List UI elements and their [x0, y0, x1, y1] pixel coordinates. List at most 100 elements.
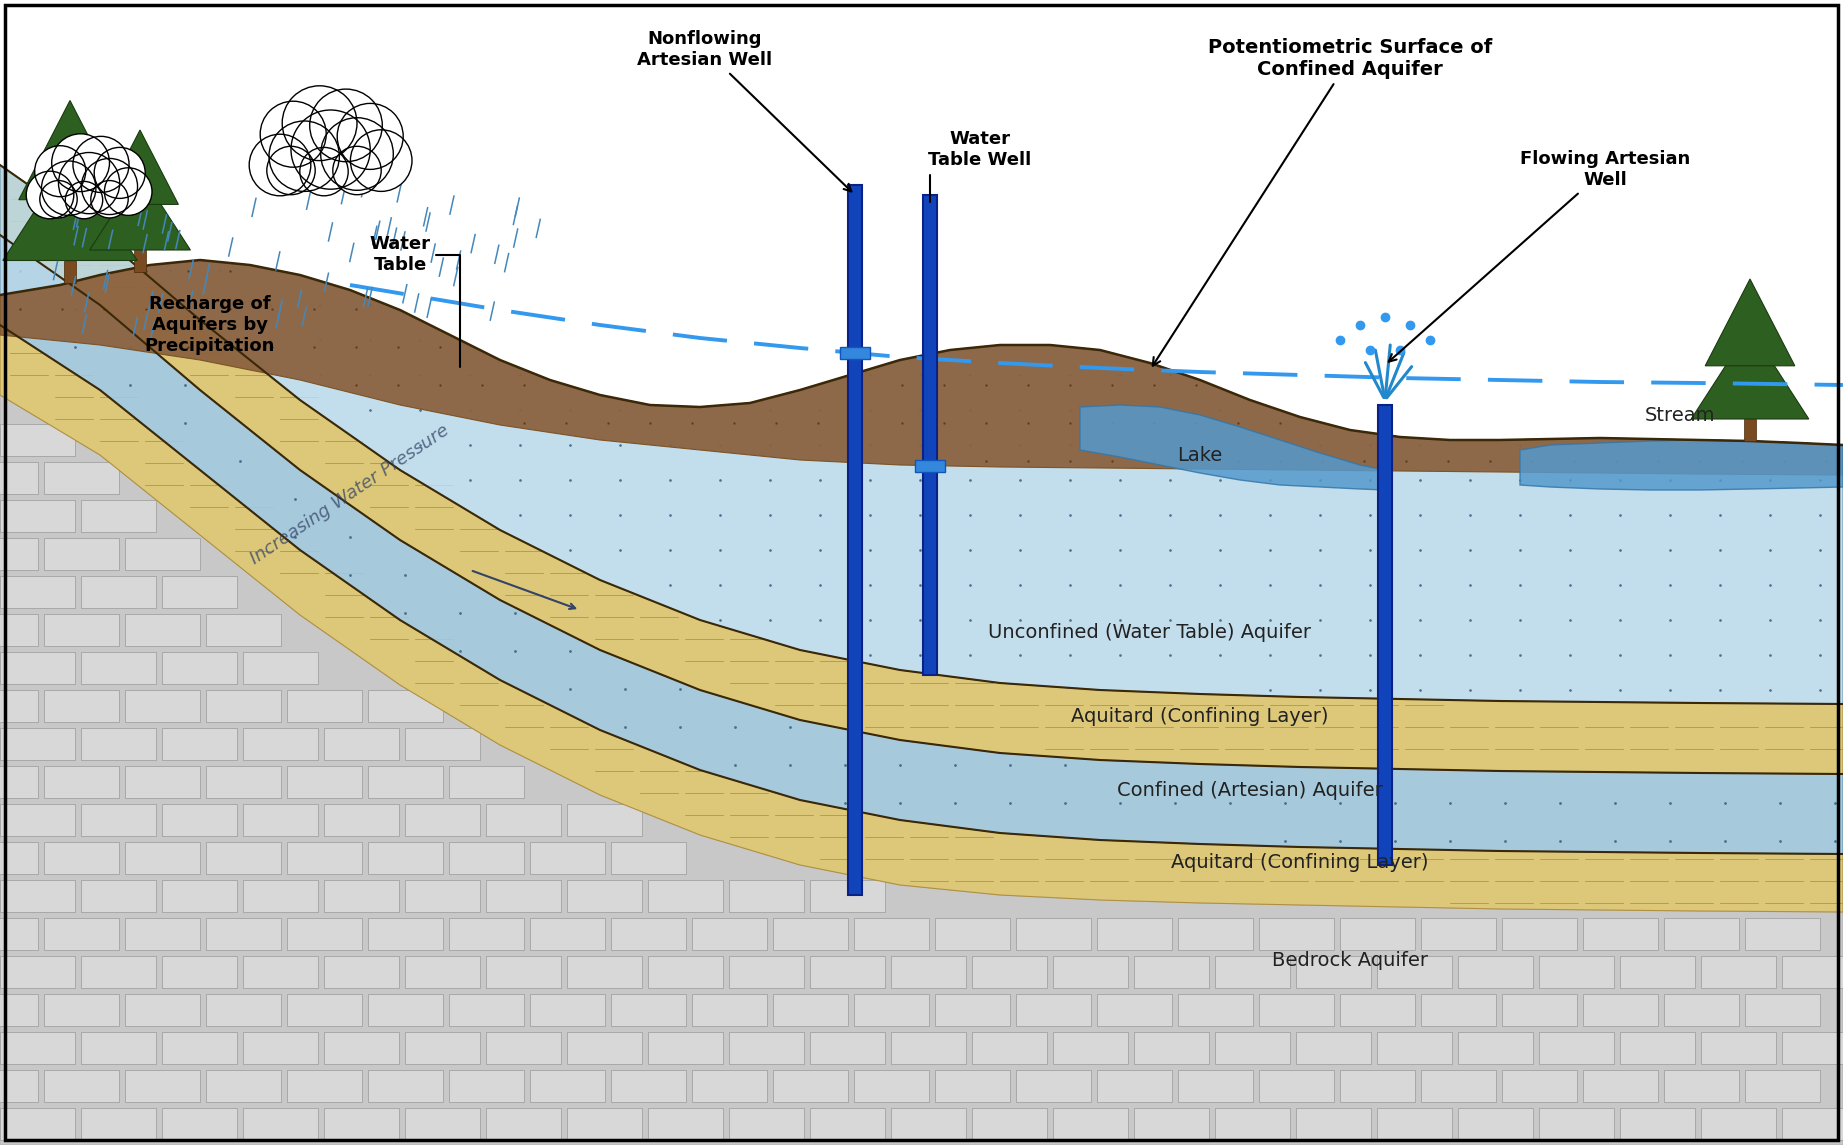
Bar	[162, 1108, 238, 1140]
Bar	[1340, 1069, 1414, 1101]
Bar	[81, 1032, 157, 1064]
Polygon shape	[0, 395, 1843, 1145]
Bar	[405, 881, 479, 913]
Circle shape	[267, 147, 315, 195]
Bar	[0, 728, 76, 760]
Bar	[1583, 994, 1657, 1026]
Bar	[1052, 956, 1128, 988]
Bar	[286, 994, 361, 1026]
Bar	[44, 538, 118, 570]
Bar	[162, 576, 238, 608]
Bar	[1539, 1032, 1614, 1064]
Bar	[853, 1069, 929, 1101]
Bar	[286, 690, 361, 722]
Bar	[1583, 918, 1657, 950]
Bar	[286, 766, 361, 798]
Polygon shape	[1520, 440, 1843, 490]
Circle shape	[41, 181, 77, 218]
Bar	[811, 881, 885, 913]
Bar	[649, 1108, 722, 1140]
Bar	[1052, 1108, 1128, 1140]
Bar	[206, 994, 280, 1026]
Polygon shape	[1080, 405, 1384, 490]
Bar	[691, 994, 767, 1026]
Bar	[853, 918, 929, 950]
Text: Water
Table Well: Water Table Well	[929, 131, 1032, 203]
Circle shape	[337, 103, 404, 169]
Bar	[125, 690, 199, 722]
Bar	[1701, 956, 1777, 988]
Bar	[1743, 419, 1756, 441]
Bar	[243, 956, 319, 988]
Bar	[1133, 956, 1209, 988]
Bar	[286, 918, 361, 950]
Bar	[162, 728, 238, 760]
Bar	[324, 1032, 398, 1064]
Bar	[1340, 994, 1414, 1026]
Bar	[1259, 1069, 1334, 1101]
Bar	[1296, 1032, 1371, 1064]
Bar	[1259, 918, 1334, 950]
Bar	[448, 918, 523, 950]
Bar	[1664, 918, 1738, 950]
Circle shape	[90, 181, 129, 218]
Bar	[286, 1069, 361, 1101]
Circle shape	[269, 121, 339, 191]
Bar	[1782, 956, 1843, 988]
Circle shape	[249, 134, 311, 196]
Bar	[405, 1032, 479, 1064]
Polygon shape	[0, 235, 1843, 854]
Bar	[1259, 994, 1334, 1026]
Circle shape	[81, 158, 138, 214]
Bar	[811, 956, 885, 988]
Bar	[1782, 1032, 1843, 1064]
Bar	[649, 956, 722, 988]
Polygon shape	[0, 260, 1843, 475]
Bar	[529, 1069, 605, 1101]
Bar	[487, 1108, 560, 1140]
Bar	[1502, 994, 1576, 1026]
Bar	[934, 1069, 1010, 1101]
Bar	[890, 956, 966, 988]
Bar	[0, 652, 76, 684]
Bar	[1701, 1032, 1777, 1064]
Circle shape	[52, 134, 109, 191]
Bar	[1502, 918, 1576, 950]
Bar	[1215, 956, 1290, 988]
Bar	[529, 842, 605, 874]
Text: Increasing Water Pressure: Increasing Water Pressure	[247, 421, 453, 568]
Bar	[568, 1032, 641, 1064]
Bar	[1745, 918, 1819, 950]
Bar	[44, 842, 118, 874]
Text: Stream: Stream	[1644, 405, 1716, 425]
Bar	[1377, 1032, 1452, 1064]
Bar	[206, 842, 280, 874]
Circle shape	[74, 136, 129, 192]
Bar	[1745, 994, 1819, 1026]
Bar	[243, 728, 319, 760]
Bar	[324, 804, 398, 836]
Circle shape	[65, 181, 103, 219]
Bar	[162, 956, 238, 988]
Bar	[367, 766, 442, 798]
Bar	[529, 994, 605, 1026]
Bar	[890, 1108, 966, 1140]
Bar	[324, 881, 398, 913]
Bar	[934, 918, 1010, 950]
Bar	[853, 994, 929, 1026]
Circle shape	[300, 148, 348, 196]
Bar	[243, 881, 319, 913]
Bar	[324, 956, 398, 988]
Bar	[243, 1032, 319, 1064]
Circle shape	[59, 152, 120, 214]
Bar	[1539, 956, 1614, 988]
Bar	[487, 881, 560, 913]
Polygon shape	[18, 101, 122, 199]
Bar	[206, 1069, 280, 1101]
Bar	[367, 994, 442, 1026]
Polygon shape	[0, 165, 1843, 704]
Circle shape	[334, 147, 382, 195]
Bar	[610, 842, 686, 874]
Bar	[730, 1108, 804, 1140]
Polygon shape	[1705, 279, 1795, 365]
